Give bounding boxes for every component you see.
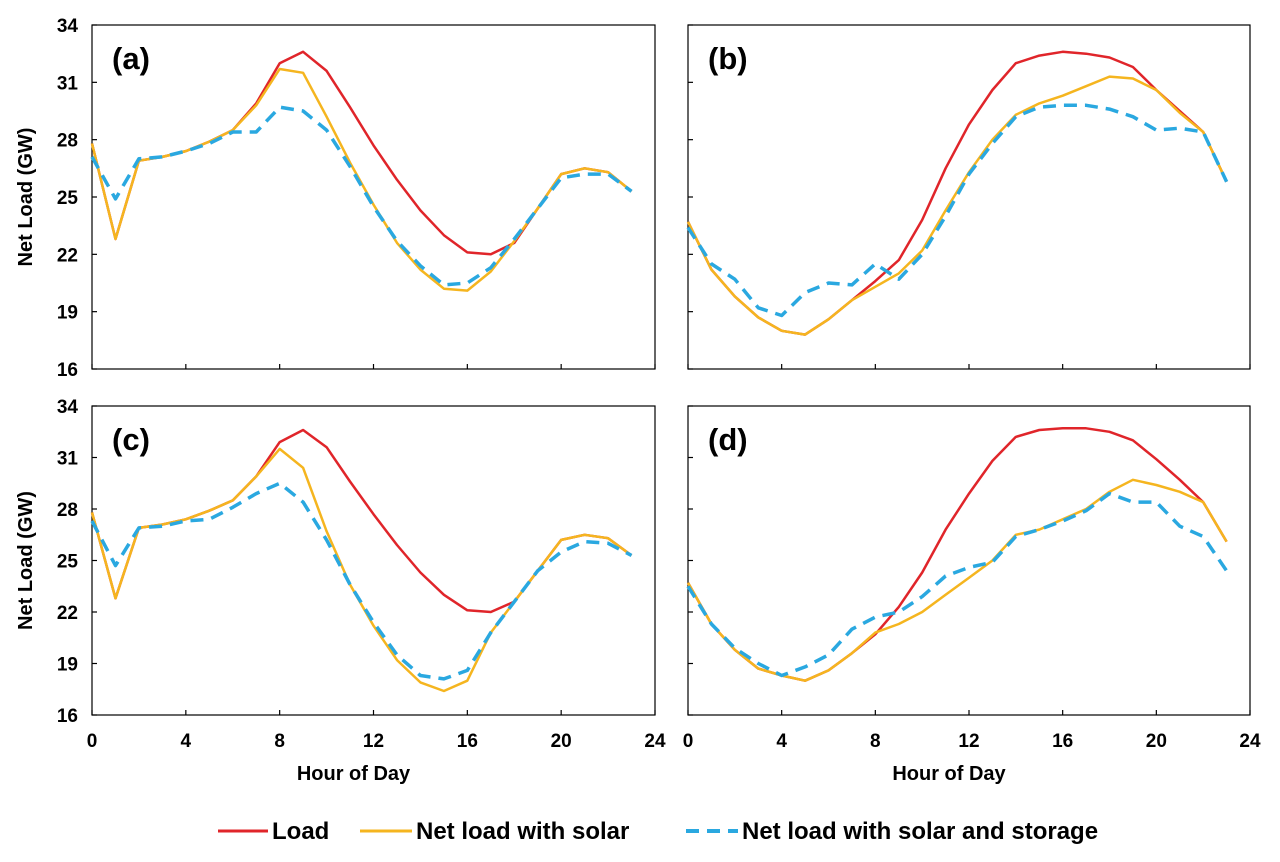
panel-label: (d) xyxy=(708,422,748,457)
x-tick-label: 8 xyxy=(870,731,881,752)
x-tick-label: 20 xyxy=(551,731,572,752)
y-tick-label: 16 xyxy=(57,706,78,727)
legend-label: Net load with solar xyxy=(416,818,629,845)
load-line xyxy=(686,427,1228,682)
y-axis-label: Net Load (GW) xyxy=(15,128,37,267)
y-tick-label: 31 xyxy=(57,73,79,94)
y-axis-label: Net Load (GW) xyxy=(15,491,37,630)
legend-label: Net load with solar and storage xyxy=(742,818,1098,845)
y-tick-label: 25 xyxy=(57,188,79,209)
x-tick-label: 20 xyxy=(1146,731,1167,752)
solar-line xyxy=(90,67,633,292)
y-tick-label: 19 xyxy=(57,655,78,676)
y-tick-label: 34 xyxy=(57,16,79,37)
chart-panel-a: 16 19 22 25 28 31 34 Net Load (GW) (a) xyxy=(15,16,656,381)
storage-line xyxy=(90,105,633,287)
plot-frame xyxy=(687,405,1251,716)
legend: Load Net load with solar Net load with sol… xyxy=(218,818,1098,845)
chart-panel-d: 0 4 8 12 16 20 24 Hour of Day (d) xyxy=(683,405,1261,785)
legend-label: Load xyxy=(272,818,329,845)
panel-label: (c) xyxy=(112,422,150,457)
x-tick-label: 0 xyxy=(87,731,98,752)
plot-frame xyxy=(91,405,656,716)
y-tick-label: 31 xyxy=(57,449,79,470)
chart-panel-c: 16 19 22 25 28 31 34 0 4 8 12 16 20 24 Net Load (GW) Ho… xyxy=(15,397,666,785)
solar-line xyxy=(686,75,1228,336)
x-tick-label: 4 xyxy=(181,731,192,752)
y-tick-label: 22 xyxy=(57,245,78,266)
x-tick-label: 24 xyxy=(1239,731,1261,752)
y-tick-label: 16 xyxy=(57,360,78,381)
y-tick-label: 28 xyxy=(57,131,78,152)
plot-frame xyxy=(91,24,656,370)
x-tick-label: 16 xyxy=(1052,731,1073,752)
x-tick-label: 12 xyxy=(958,731,979,752)
x-tick-label: 12 xyxy=(363,731,384,752)
solar-line xyxy=(90,447,633,693)
storage-line xyxy=(686,491,1229,678)
storage-line xyxy=(686,103,1229,318)
y-tick-label: 22 xyxy=(57,603,78,624)
y-tick-label: 19 xyxy=(57,303,78,324)
x-tick-label: 8 xyxy=(274,731,285,752)
plot-frame xyxy=(687,24,1251,370)
x-tick-label: 4 xyxy=(776,731,787,752)
panel-label: (b) xyxy=(708,41,748,76)
y-tick-label: 28 xyxy=(57,500,78,521)
x-axis-label: Hour of Day xyxy=(297,763,411,785)
x-axis-label: Hour of Day xyxy=(892,763,1006,785)
y-tick-label: 34 xyxy=(57,397,79,418)
y-tick-label: 25 xyxy=(57,552,79,573)
x-tick-label: 24 xyxy=(644,731,666,752)
x-tick-label: 0 xyxy=(683,731,694,752)
storage-line xyxy=(90,481,633,681)
x-tick-label: 16 xyxy=(457,731,478,752)
panel-label: (a) xyxy=(112,41,150,76)
chart-panel-b: (b) xyxy=(686,24,1251,370)
